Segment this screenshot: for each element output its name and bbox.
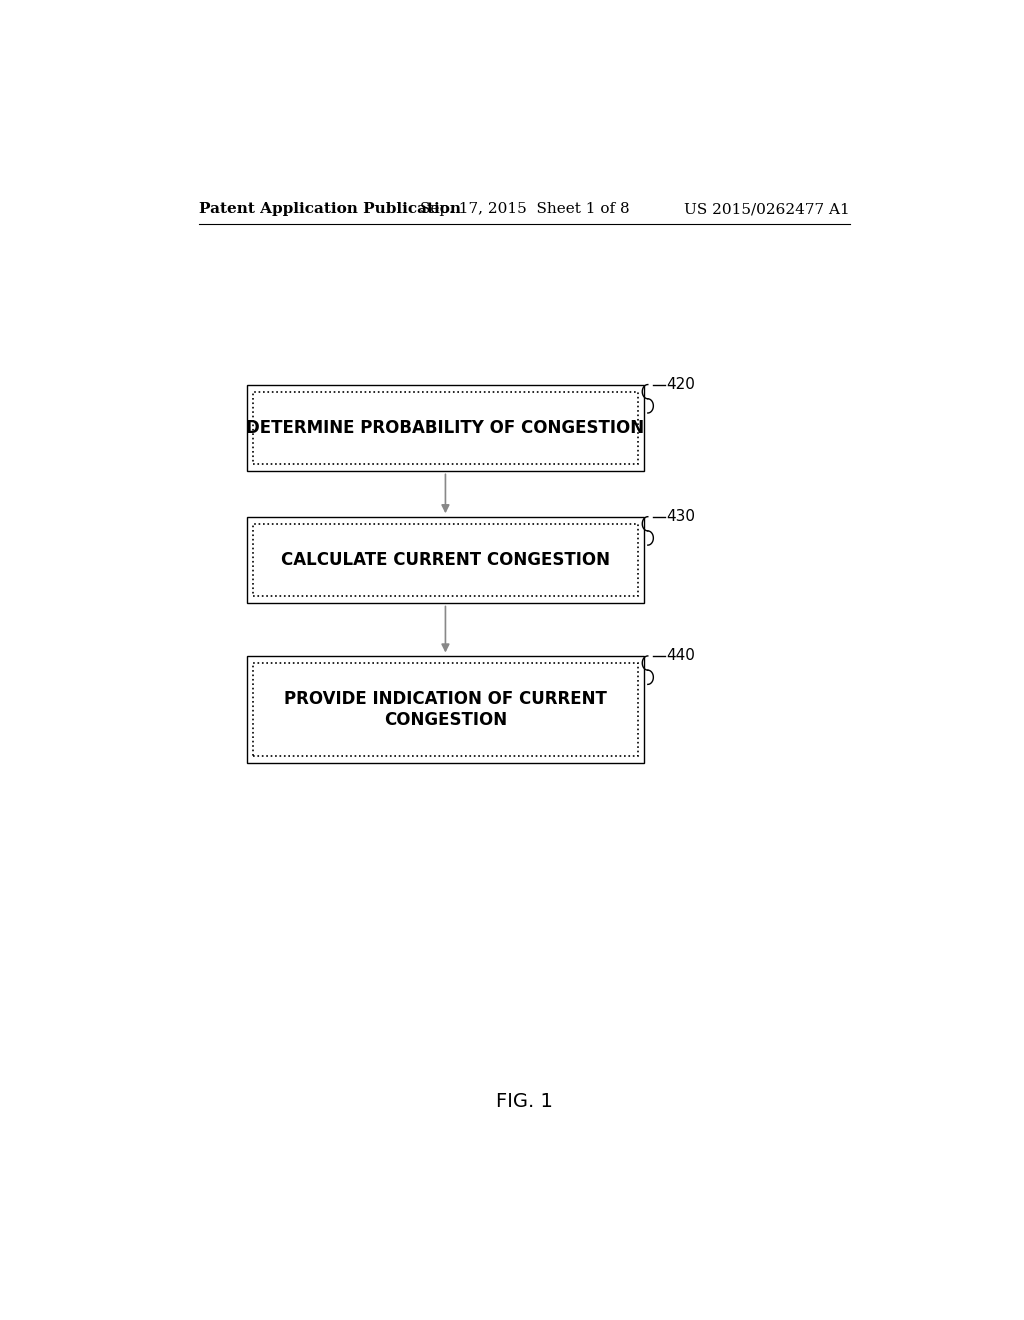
Bar bbox=[253, 392, 638, 463]
Text: PROVIDE INDICATION OF CURRENT
CONGESTION: PROVIDE INDICATION OF CURRENT CONGESTION bbox=[284, 690, 607, 729]
Text: Sep. 17, 2015  Sheet 1 of 8: Sep. 17, 2015 Sheet 1 of 8 bbox=[420, 202, 630, 216]
Bar bbox=[253, 524, 638, 595]
Text: FIG. 1: FIG. 1 bbox=[497, 1092, 553, 1111]
Text: 420: 420 bbox=[666, 378, 695, 392]
Bar bbox=[247, 656, 644, 763]
Text: US 2015/0262477 A1: US 2015/0262477 A1 bbox=[684, 202, 850, 216]
Bar bbox=[247, 384, 644, 471]
Text: DETERMINE PROBABILITY OF CONGESTION: DETERMINE PROBABILITY OF CONGESTION bbox=[247, 418, 644, 437]
Bar bbox=[253, 663, 638, 755]
Text: 440: 440 bbox=[666, 648, 695, 664]
Bar bbox=[247, 516, 644, 603]
Text: 430: 430 bbox=[666, 510, 695, 524]
Text: Patent Application Publication: Patent Application Publication bbox=[200, 202, 462, 216]
Text: CALCULATE CURRENT CONGESTION: CALCULATE CURRENT CONGESTION bbox=[281, 550, 610, 569]
